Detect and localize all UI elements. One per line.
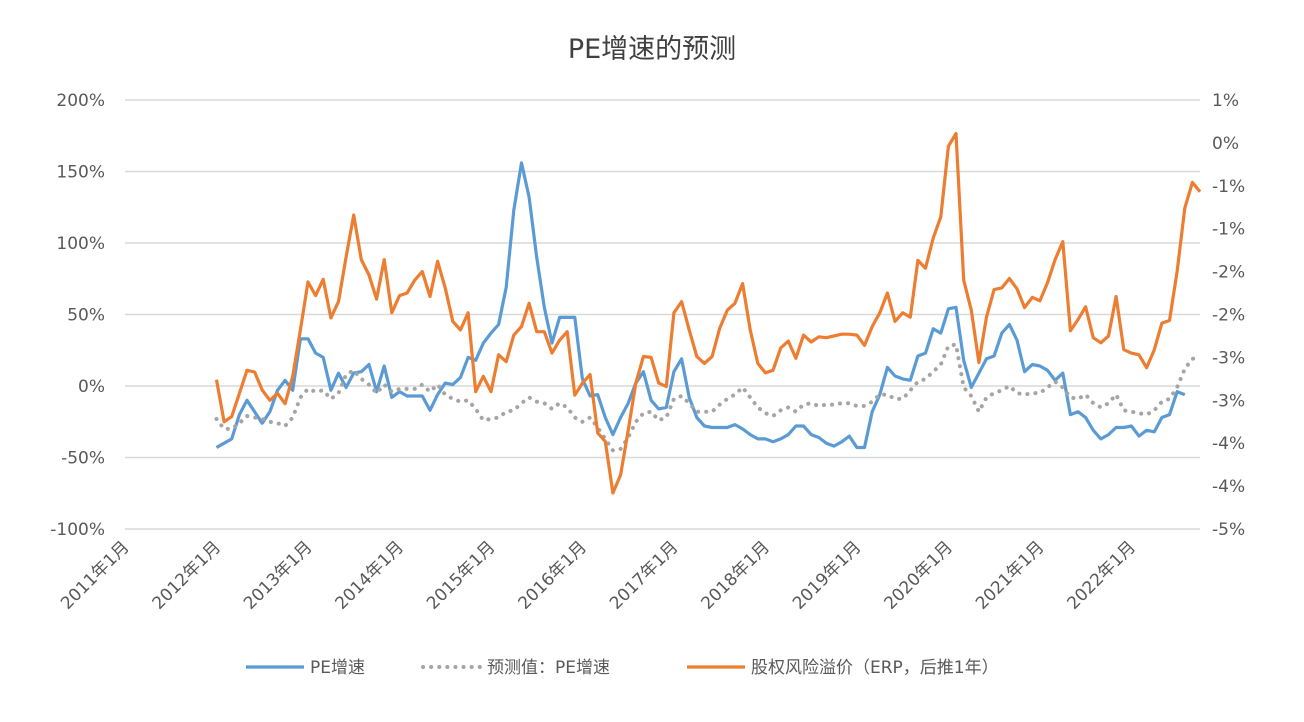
left-tick-label: 100% [56, 234, 105, 254]
right-tick-label: -3% [1212, 348, 1245, 368]
x-tick-label: 2017年1月 [606, 537, 682, 613]
x-tick-label: 2022年1月 [1063, 537, 1139, 613]
x-tick-label: 2021年1月 [972, 537, 1048, 613]
left-tick-label: 0% [78, 377, 105, 397]
right-tick-label: -2% [1212, 306, 1245, 326]
legend-label: 预测值：PE增速 [487, 658, 610, 678]
chart-title: PE增速的预测 [568, 34, 736, 65]
right-tick-label: 1% [1212, 91, 1239, 111]
right-tick-label: 0% [1212, 134, 1239, 154]
legend: PE增速 预测值：PE增速 股权风险溢价（ERP，后推1年） [246, 658, 999, 678]
x-tick-label: 2019年1月 [789, 537, 865, 613]
x-tick-label: 2014年1月 [332, 537, 408, 613]
right-tick-label: -3% [1212, 391, 1245, 411]
right-tick-label: -4% [1212, 434, 1245, 454]
left-tick-label: -100% [50, 520, 105, 540]
left-tick-label: -50% [61, 449, 105, 469]
legend-label: 股权风险溢价（ERP，后推1年） [751, 658, 999, 678]
x-tick-label: 2013年1月 [240, 537, 316, 613]
right-tick-label: -4% [1212, 477, 1245, 497]
left-tick-label: 200% [56, 91, 105, 111]
series-line-0 [215, 161, 1186, 450]
x-tick-label: 2016年1月 [515, 537, 591, 613]
gridlines [125, 99, 1200, 530]
right-tick-label: -5% [1212, 520, 1245, 540]
right-tick-label: -2% [1212, 263, 1245, 283]
right-tick-label: -1% [1212, 220, 1245, 240]
x-tick-label: 2015年1月 [423, 537, 499, 613]
right-tick-label: -1% [1212, 177, 1245, 197]
left-axis-ticks: 200% 150% 100% 50% 0% -50% -100% [50, 91, 105, 540]
right-axis-ticks: 1% 0% -1% -1% -2% -2% -3% -3% -4% -4% -5% [1212, 91, 1245, 540]
left-tick-label: 150% [56, 163, 105, 183]
x-tick-label: 2020年1月 [881, 537, 957, 613]
left-tick-label: 50% [67, 306, 105, 326]
x-tick-label: 2012年1月 [149, 537, 225, 613]
x-tick-label: 2018年1月 [698, 537, 774, 613]
series-line-1 [214, 342, 1202, 453]
series-line-2 [214, 131, 1202, 495]
legend-label: PE增速 [310, 658, 365, 678]
x-axis-ticks: 2011年1月 2012年1月 2013年1月 2014年1月 2015年1月 2016年… [57, 537, 1140, 613]
x-tick-label: 2011年1月 [57, 537, 133, 613]
series-lines [214, 131, 1202, 495]
